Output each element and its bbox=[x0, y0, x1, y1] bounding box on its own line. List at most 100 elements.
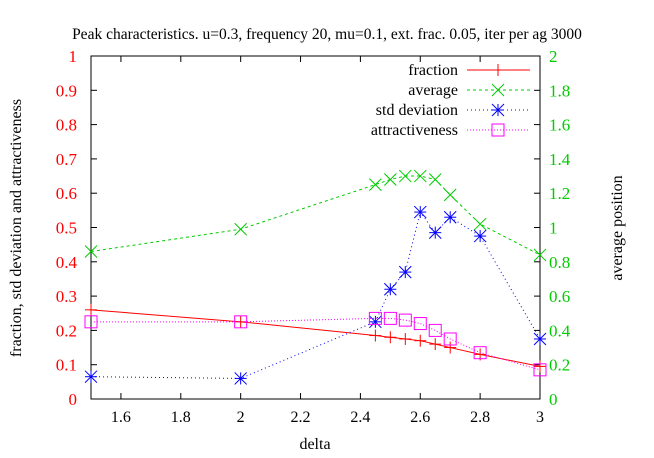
y-left-tick-label: 0.2 bbox=[56, 321, 77, 340]
y-right-tick-label: 2 bbox=[549, 47, 558, 66]
data-point bbox=[428, 323, 442, 337]
x-tick-label: 2.4 bbox=[350, 409, 370, 426]
y-right-tick-label: 1 bbox=[549, 219, 558, 238]
point-marker bbox=[369, 178, 382, 191]
point-marker bbox=[428, 173, 442, 186]
data-point bbox=[444, 341, 457, 354]
point-marker bbox=[234, 315, 248, 329]
x-tick-label: 3 bbox=[536, 409, 544, 426]
y-right-tick-label: 0.4 bbox=[549, 321, 571, 340]
series-line bbox=[90, 309, 541, 367]
y-left-tick-label: 0.9 bbox=[56, 81, 77, 100]
legend-label: attractiveness bbox=[371, 122, 458, 139]
data-point bbox=[414, 334, 427, 347]
data-point bbox=[533, 363, 547, 377]
y-left-tick-label: 0.1 bbox=[56, 356, 77, 375]
y-axis-left-label: fraction, std deviation and attractivene… bbox=[8, 99, 25, 357]
data-point bbox=[84, 370, 98, 384]
y-left-tick-label: 0.5 bbox=[56, 219, 77, 238]
data-point bbox=[534, 360, 546, 373]
data-point bbox=[234, 372, 248, 385]
data-point bbox=[369, 315, 382, 329]
x-axis-label: delta bbox=[299, 436, 330, 453]
series-std-deviation bbox=[84, 205, 547, 385]
legend-swatch-marker bbox=[491, 103, 505, 117]
data-point bbox=[369, 329, 382, 342]
data-point bbox=[398, 265, 412, 279]
data-point bbox=[413, 169, 427, 183]
point-marker bbox=[473, 229, 487, 243]
legend-label: fraction bbox=[408, 62, 458, 79]
point-marker bbox=[443, 332, 457, 346]
data-point bbox=[383, 282, 397, 296]
x-tick-label: 2.8 bbox=[470, 409, 490, 426]
legend-item: fraction bbox=[408, 62, 530, 79]
data-point bbox=[473, 217, 487, 231]
legend-label: std deviation bbox=[376, 102, 458, 119]
data-point bbox=[473, 229, 487, 243]
y-axis-left-ticks: 0 0.1 0.2 0.3 0.4 0.5 0.6 0.7 0.8 0.9 1 bbox=[56, 47, 97, 409]
x-tick-label: 1.8 bbox=[171, 409, 191, 426]
legend: fraction average std deviation attractivene… bbox=[371, 62, 530, 139]
data-point bbox=[85, 303, 97, 316]
data-point bbox=[413, 205, 427, 219]
legend-swatch-marker bbox=[491, 123, 505, 137]
series-layer bbox=[84, 169, 547, 385]
plot-frame bbox=[90, 55, 541, 400]
point-marker bbox=[84, 370, 98, 384]
data-point bbox=[533, 248, 547, 262]
y-right-tick-label: 1.2 bbox=[549, 184, 570, 203]
data-point bbox=[234, 222, 248, 236]
series-attractiveness bbox=[84, 311, 547, 377]
data-point bbox=[398, 313, 412, 327]
point-marker bbox=[383, 311, 397, 325]
data-point bbox=[383, 173, 397, 186]
x-tick-label: 2 bbox=[237, 409, 245, 426]
point-marker bbox=[473, 217, 487, 231]
point-marker bbox=[234, 372, 248, 385]
y-left-tick-label: 0.8 bbox=[56, 116, 77, 135]
y-left-tick-label: 1 bbox=[69, 47, 78, 66]
chart-title: Peak characteristics. u=0.3, frequency 2… bbox=[72, 26, 582, 43]
y-left-tick-label: 0.6 bbox=[56, 184, 77, 203]
point-marker bbox=[84, 315, 98, 329]
data-point bbox=[384, 331, 397, 344]
x-tick-label: 2.2 bbox=[291, 409, 311, 426]
legend-label: average bbox=[408, 82, 458, 99]
data-point bbox=[533, 332, 547, 346]
y-right-tick-label: 1.4 bbox=[549, 150, 571, 169]
x-tick-label: 1.6 bbox=[111, 409, 131, 426]
point-marker bbox=[428, 323, 442, 337]
point-marker bbox=[398, 313, 412, 327]
series-average bbox=[84, 169, 547, 262]
data-point bbox=[473, 346, 487, 360]
data-point bbox=[398, 169, 412, 183]
point-marker bbox=[398, 169, 412, 183]
point-marker bbox=[383, 282, 397, 296]
y-left-tick-label: 0.7 bbox=[56, 150, 78, 169]
point-marker bbox=[533, 363, 547, 377]
series-line bbox=[90, 175, 541, 256]
data-point bbox=[399, 332, 412, 345]
data-point bbox=[234, 315, 248, 329]
data-point bbox=[84, 315, 98, 329]
point-marker bbox=[473, 346, 487, 360]
legend-item: std deviation bbox=[376, 102, 530, 119]
y-right-tick-label: 0.8 bbox=[549, 253, 570, 272]
series-line bbox=[90, 210, 541, 379]
point-marker bbox=[398, 265, 412, 279]
y-right-tick-label: 0 bbox=[549, 390, 558, 409]
point-marker bbox=[383, 173, 397, 186]
data-point bbox=[413, 317, 427, 331]
legend-swatch-marker bbox=[491, 83, 505, 97]
data-point bbox=[443, 210, 457, 224]
y-left-tick-label: 0 bbox=[69, 390, 78, 409]
point-marker bbox=[413, 317, 427, 331]
point-marker bbox=[369, 315, 382, 329]
series-line bbox=[91, 317, 541, 371]
point-marker bbox=[368, 311, 382, 325]
point-marker bbox=[413, 205, 427, 219]
point-marker bbox=[533, 332, 547, 346]
point-marker bbox=[413, 169, 427, 183]
